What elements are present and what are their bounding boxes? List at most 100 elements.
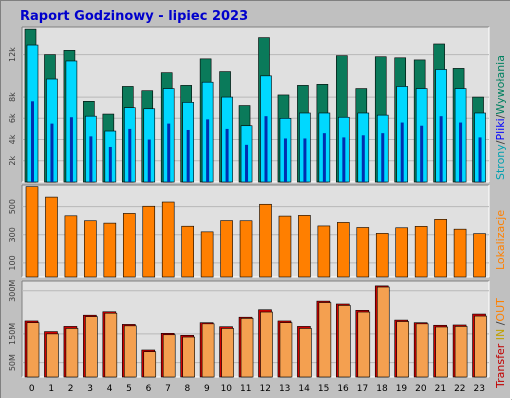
bar-transfer-out xyxy=(162,334,176,378)
bar-transfer-out xyxy=(299,328,312,378)
bar-strony xyxy=(128,128,132,182)
legend-pliki: Pliki xyxy=(494,118,507,140)
x-tick-label: 16 xyxy=(337,384,349,394)
bar-transfer-out xyxy=(201,323,215,378)
legend-lokalizacje: Lokalizacje xyxy=(494,210,507,270)
bar-lokalizacje xyxy=(473,233,486,278)
bar-transfer-out xyxy=(260,311,273,378)
y-tick-label: 300M xyxy=(8,280,17,302)
x-tick-label: 14 xyxy=(298,384,310,394)
x-tick-label: 12 xyxy=(260,384,271,394)
bar-lokalizacje xyxy=(317,225,331,278)
bar-strony xyxy=(206,119,210,182)
x-tick-label: 7 xyxy=(165,384,171,394)
bar-lokalizacje xyxy=(356,227,370,278)
x-tick-label: 18 xyxy=(376,384,388,394)
legend-strony: Strony xyxy=(494,144,507,180)
x-tick-label: 20 xyxy=(415,384,427,394)
bar-transfer-out xyxy=(182,336,195,378)
bar-strony xyxy=(225,128,229,182)
plot-area xyxy=(22,185,489,277)
bar-strony xyxy=(108,146,112,182)
bar-transfer-out xyxy=(240,318,254,378)
x-tick-label: 22 xyxy=(454,384,465,394)
bar-strony xyxy=(381,133,385,182)
bar-strony xyxy=(420,125,424,182)
bar-strony xyxy=(50,123,54,182)
bar-lokalizacje xyxy=(200,231,214,278)
bar-transfer-out xyxy=(46,333,59,378)
bar-strony xyxy=(31,101,34,182)
bar-transfer-out xyxy=(279,322,293,378)
x-tick-label: 4 xyxy=(107,384,113,394)
bar-lokalizacje xyxy=(64,215,78,278)
x-tick-label: 8 xyxy=(185,384,191,394)
bar-strony xyxy=(186,129,190,182)
bar-lokalizacje xyxy=(453,228,467,278)
x-tick-label: 5 xyxy=(126,384,132,394)
bar-lokalizacje xyxy=(45,196,58,278)
y-tick-label: 500 xyxy=(8,199,17,214)
legend-out: OUT xyxy=(494,298,507,322)
x-tick-label: 21 xyxy=(435,384,446,394)
x-tick-label: 13 xyxy=(279,384,290,394)
legend-transfer: Transfer xyxy=(494,343,507,389)
bar-strony xyxy=(400,122,404,182)
bar-transfer-out xyxy=(454,326,468,378)
y-tick-label: 4k xyxy=(8,134,17,144)
bar-transfer-out xyxy=(85,316,98,378)
y-tick-label: 300 xyxy=(8,227,17,242)
bar-lokalizacje xyxy=(375,233,389,278)
bar-strony xyxy=(361,135,365,182)
bar-lokalizacje xyxy=(220,220,233,278)
bar-strony xyxy=(342,137,346,182)
bar-strony xyxy=(245,144,249,182)
bar-lokalizacje xyxy=(142,205,156,278)
top-panel: 2k 4k 6k 8k 12k xyxy=(8,26,490,183)
bar-lokalizacje xyxy=(161,201,175,278)
bar-transfer-out xyxy=(474,315,487,378)
bar-transfer-out xyxy=(435,326,448,378)
bar-transfer-out xyxy=(221,328,234,378)
x-tick-label: 6 xyxy=(146,384,152,394)
bar-lokalizacje xyxy=(181,225,194,278)
bar-lokalizacje xyxy=(103,222,117,278)
chart-title: Raport Godzinowy - lipiec 2023 xyxy=(20,9,248,24)
bar-transfer-out xyxy=(143,351,157,378)
bar-transfer-out xyxy=(104,312,118,378)
y-tick-label: 100 xyxy=(8,255,17,270)
y-tick-label: 6k xyxy=(8,113,17,123)
bar-lokalizacje xyxy=(239,220,253,278)
y-tick-label: 12k xyxy=(8,47,17,62)
bar-transfer-out xyxy=(338,305,351,378)
y-tick-label: 150M xyxy=(8,323,17,345)
bar-transfer-out xyxy=(26,322,40,378)
x-tick-label: 1 xyxy=(48,384,54,394)
bar-lokalizacje xyxy=(259,203,272,278)
legend-bottom: Transfer IN /OUT xyxy=(494,298,507,389)
y-tick-label: 2k xyxy=(8,156,17,166)
legend-wywolania: Wywołania xyxy=(494,55,507,115)
bar-strony xyxy=(439,116,443,182)
bar-lokalizacje xyxy=(278,215,292,278)
bottom-panel: 50M 150M 300M xyxy=(8,280,490,378)
x-tick-label: 0 xyxy=(29,384,35,394)
bar-lokalizacje xyxy=(395,227,409,278)
middle-panel: 100 300 500 xyxy=(8,184,490,278)
bar-strony xyxy=(264,116,268,182)
bar-transfer-out xyxy=(123,325,137,378)
x-tick-label: 10 xyxy=(221,384,233,394)
bar-lokalizacje xyxy=(337,222,350,278)
x-tick-label: 23 xyxy=(474,384,485,394)
plot-area xyxy=(22,281,489,377)
bar-transfer-out xyxy=(357,311,371,378)
x-tick-label: 2 xyxy=(68,384,74,394)
x-tick-label: 3 xyxy=(87,384,93,394)
x-tick-label: 17 xyxy=(357,384,368,394)
legend-top: Strony/Pliki/Wywołania xyxy=(494,55,507,180)
x-tick-label: 9 xyxy=(204,384,210,394)
bar-transfer-out xyxy=(415,323,429,378)
legend-in: IN xyxy=(494,329,507,340)
